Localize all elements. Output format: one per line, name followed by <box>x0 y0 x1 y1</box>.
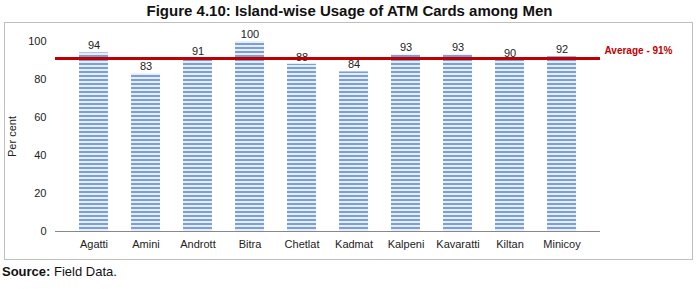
html-text:Source: Field Data.: Source: Field Data. <box>2 264 117 279</box>
svg-text:Average - 91%: Average - 91% <box>605 45 673 56</box>
svg-text:Per cent: Per cent <box>6 116 18 157</box>
svg-text:Agatti: Agatti <box>80 238 108 250</box>
svg-text:20: 20 <box>34 187 46 199</box>
svg-text:93: 93 <box>452 41 464 53</box>
svg-text:Bitra: Bitra <box>239 238 263 250</box>
svg-text:100: 100 <box>28 35 46 47</box>
svg-text:88: 88 <box>296 51 308 63</box>
svg-text:80: 80 <box>34 73 46 85</box>
svg-text:94: 94 <box>88 39 100 51</box>
svg-text:93: 93 <box>400 41 412 53</box>
svg-text:Chetlat: Chetlat <box>285 238 320 250</box>
svg-text:83: 83 <box>140 60 152 72</box>
svg-text:Kalpeni: Kalpeni <box>388 238 425 250</box>
svg-text:60: 60 <box>34 111 46 123</box>
svg-text:91: 91 <box>192 45 204 57</box>
svg-text:Amini: Amini <box>132 238 160 250</box>
svg-text:90: 90 <box>503 47 517 59</box>
svg-text:84: 84 <box>348 58 360 70</box>
svg-text:0: 0 <box>40 225 46 237</box>
svg-text:Kadmat: Kadmat <box>335 238 373 250</box>
svg-text:Andrott: Andrott <box>180 238 215 250</box>
svg-text:Kavaratti: Kavaratti <box>436 238 479 250</box>
svg-text:Minicoy: Minicoy <box>543 238 581 250</box>
svg-text:100: 100 <box>241 28 259 40</box>
svg-text:Kiltan: Kiltan <box>496 238 524 250</box>
svg-text:40: 40 <box>34 149 46 161</box>
html-text:Figure 4.10: Island-wise Usage: Figure 4.10: Island-wise Usage of ATM Ca… <box>146 2 553 19</box>
svg-text:92: 92 <box>556 43 568 55</box>
